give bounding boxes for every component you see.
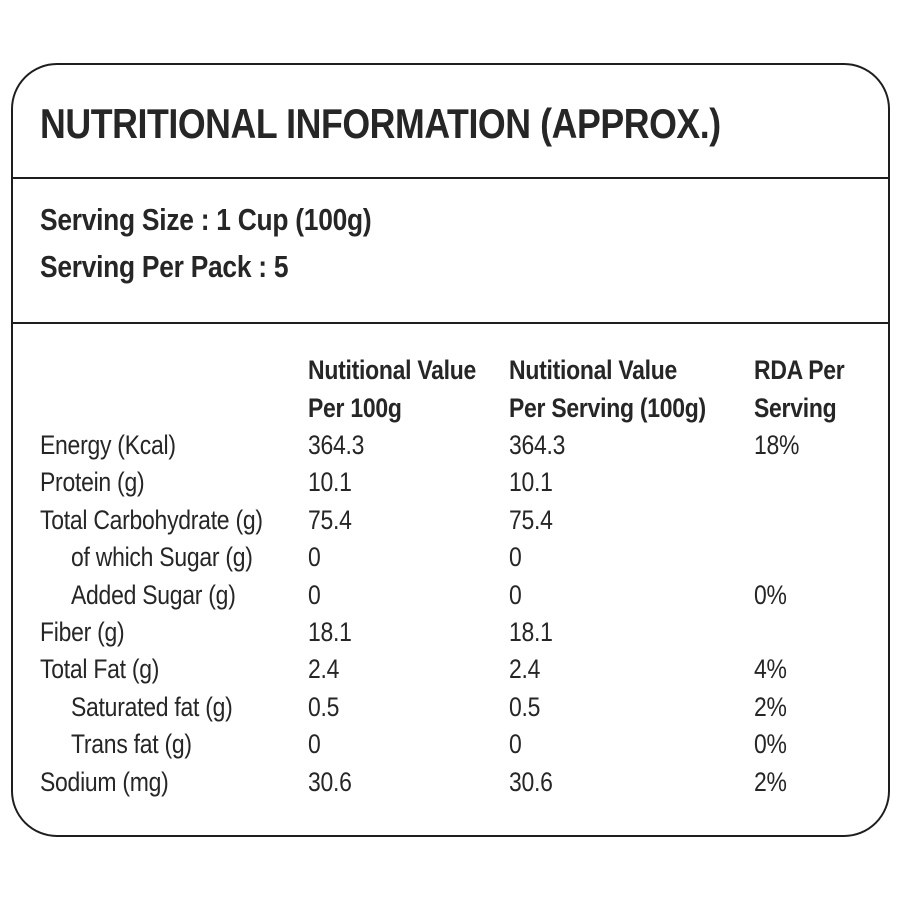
value-per-100g: 10.1 — [308, 467, 352, 498]
value-per-100g: 0 — [308, 542, 321, 573]
nutrient-row-added-sugar: Added Sugar (g) 0 0 0% — [40, 577, 878, 614]
value-per-serving: 75.4 — [509, 504, 553, 535]
nutrient-row-total-fat: Total Fat (g) 2.4 2.4 4% — [40, 651, 878, 688]
nutrient-row-total-carbohydrate: Total Carbohydrate (g) 75.4 75.4 — [40, 502, 878, 539]
header-per-100g-line1: Nutitional Value — [308, 355, 477, 385]
rda-value — [754, 464, 878, 501]
value-per-serving: 10.1 — [509, 467, 553, 498]
value-per-serving: 0 — [509, 579, 522, 610]
header-rda: RDA Per Serving — [754, 351, 878, 427]
nutrient-row-sodium: Sodium (mg) 30.6 30.6 2% — [40, 764, 878, 801]
value-per-100g: 18.1 — [308, 616, 352, 647]
page-title-text: NUTRITIONAL INFORMATION (APPROX.) — [40, 100, 721, 147]
nutrition-table: Nutitional Value Per 100g Nutitional Val… — [13, 324, 888, 835]
nutrient-name: Saturated fat (g) — [71, 691, 233, 722]
serving-section: Serving Size : 1 Cup (100g) Serving Per … — [13, 179, 888, 324]
serving-size-line: Serving Size : 1 Cup (100g) — [40, 196, 864, 243]
rda-value — [754, 539, 878, 576]
rda-value: 18% — [754, 430, 800, 460]
rda-value — [754, 614, 878, 651]
rda-value: 0% — [754, 579, 787, 610]
header-rda-line1: RDA Per — [754, 355, 845, 385]
nutrient-row-energy: Energy (Kcal) 364.3 364.3 18% — [40, 427, 878, 464]
nutrition-panel: NUTRITIONAL INFORMATION (APPROX.) Servin… — [11, 63, 890, 837]
nutrient-name: Total Carbohydrate (g) — [40, 504, 263, 535]
header-per-serving-line1: Nutitional Value — [509, 355, 678, 385]
value-per-serving: 30.6 — [509, 766, 553, 797]
nutrient-row-trans-fat: Trans fat (g) 0 0 0% — [40, 726, 878, 763]
nutrient-name: of which Sugar (g) — [71, 542, 253, 573]
value-per-serving: 0 — [509, 729, 522, 760]
rda-value: 2% — [754, 766, 787, 797]
value-per-serving: 0.5 — [509, 691, 541, 722]
rda-value: 2% — [754, 691, 787, 722]
nutrient-row-fiber: Fiber (g) 18.1 18.1 — [40, 614, 878, 651]
nutrient-row-saturated-fat: Saturated fat (g) 0.5 0.5 2% — [40, 689, 878, 726]
title-section: NUTRITIONAL INFORMATION (APPROX.) — [13, 65, 888, 179]
nutrient-name: Protein (g) — [40, 467, 145, 498]
value-per-100g: 0 — [308, 579, 321, 610]
nutrient-name: Fiber (g) — [40, 616, 125, 647]
value-per-serving: 364.3 — [509, 430, 566, 460]
table-header-row: Nutitional Value Per 100g Nutitional Val… — [40, 351, 878, 427]
header-per-100g: Nutitional Value Per 100g — [308, 351, 509, 427]
serving-per-pack-text: Serving Per Pack : 5 — [40, 249, 289, 284]
nutrient-name: Trans fat (g) — [71, 729, 192, 760]
nutrient-row-of-which-sugar: of which Sugar (g) 0 0 — [40, 539, 878, 576]
value-per-100g: 75.4 — [308, 504, 352, 535]
value-per-100g: 0.5 — [308, 691, 340, 722]
nutrient-name: Added Sugar (g) — [71, 579, 236, 610]
header-per-serving-line2: Per Serving (100g) — [509, 393, 706, 423]
header-rda-line2: Serving — [754, 393, 837, 423]
value-per-100g: 2.4 — [308, 654, 340, 685]
rda-value — [754, 502, 878, 539]
page-title: NUTRITIONAL INFORMATION (APPROX.) — [40, 100, 841, 148]
serving-size-text: Serving Size : 1 Cup (100g) — [40, 202, 372, 237]
nutrient-row-protein: Protein (g) 10.1 10.1 — [40, 464, 878, 501]
rda-value: 4% — [754, 654, 787, 685]
value-per-100g: 364.3 — [308, 430, 365, 460]
header-per-serving: Nutitional Value Per Serving (100g) — [509, 351, 754, 427]
serving-per-pack-line: Serving Per Pack : 5 — [40, 243, 864, 290]
value-per-100g: 0 — [308, 729, 321, 760]
value-per-serving: 0 — [509, 542, 522, 573]
value-per-serving: 2.4 — [509, 654, 541, 685]
nutrient-name: Energy (Kcal) — [40, 430, 176, 460]
nutrient-name: Sodium (mg) — [40, 766, 169, 797]
header-per-100g-line2: Per 100g — [308, 393, 402, 423]
value-per-100g: 30.6 — [308, 766, 352, 797]
rda-value: 0% — [754, 729, 787, 760]
value-per-serving: 18.1 — [509, 616, 553, 647]
nutrient-name: Total Fat (g) — [40, 654, 160, 685]
